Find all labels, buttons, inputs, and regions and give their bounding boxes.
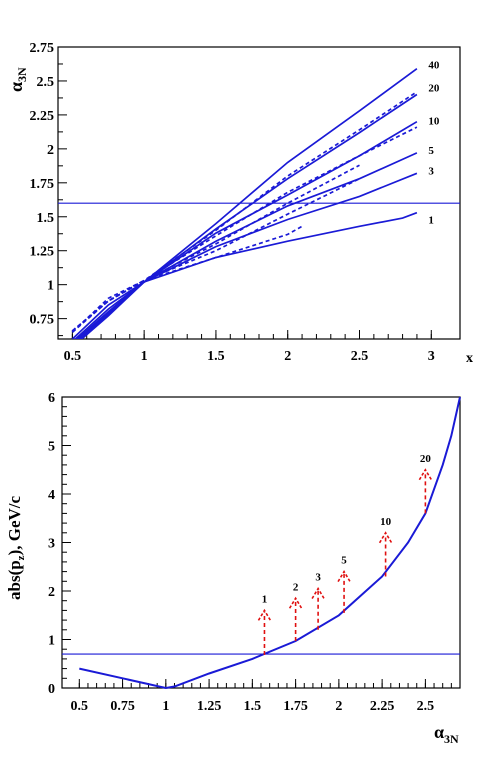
top-y-tick-label: 2 [47,143,54,158]
top-x-tick-label: 0.5 [64,349,82,364]
top-y-tick-label: 1.5 [37,211,55,226]
top-x-tick-label: 2 [284,349,291,364]
top-curve-label: 1 [428,214,434,226]
top-series-20-dashed [71,91,418,332]
bottom-curve [79,396,461,690]
top-x-tick-label: 3 [428,349,435,364]
top-curve-label: 3 [428,166,434,178]
top-series-group [71,68,418,339]
bottom-x-tick-label: 1 [162,699,169,714]
top-curve-label: 5 [428,145,434,157]
top-x-tick-label: 2.5 [351,349,369,364]
bottom-arrow-label: 3 [315,572,321,584]
top-x-tick-label: 1.5 [207,349,225,364]
bottom-x-tick-label: 2.25 [370,699,395,714]
bottom-arrow-label: 5 [341,555,347,567]
top-curve-label: 40 [428,60,440,72]
top-y-tick-label: 0.75 [30,313,55,328]
bottom-y-tick-label: 0 [48,682,55,697]
top-series-40-solid [80,68,418,339]
top-series-1-solid [71,211,418,339]
top-series-10-solid [77,120,418,339]
top-x-axis-title: x [466,351,473,366]
bottom-curve-group [79,396,461,690]
top-y-ticks: 0.75 1 1.25 1.5 1.75 2 2.25 2.5 2.75 [30,41,67,337]
top-y-tick-label: 1 [47,279,54,294]
bottom-arrow-label: 20 [420,453,432,465]
top-series-5-solid [75,152,418,339]
bottom-arrow-head-5 [337,570,351,583]
bottom-arrows-group: 1 2 3 5 10 20 [257,453,433,656]
top-y-tick-label: 1.75 [30,177,55,192]
bottom-x-tick-label: 2.5 [417,699,435,714]
top-curve-labels: 40 20 10 5 3 1 [428,60,440,227]
bottom-arrow-head-1 [257,608,272,621]
bottom-x-tick-label: 0.75 [110,699,135,714]
bottom-x-tick-label: 2 [335,699,342,714]
top-y-tick-label: 1.25 [30,245,55,260]
top-curve-label: 10 [428,115,440,127]
bottom-x-ticks: 0.5 0.75 1 1.25 1.5 1.75 2 2.25 2.5 [71,679,452,714]
bottom-y-axis-title: abs(pz), GeV/c [5,495,27,600]
bottom-panel: 0 1 2 3 4 5 6 0.5 0.75 1 1.25 1.5 1.75 2 2.25 2.5 1 2 3 5… [5,391,461,746]
top-curve-label: 20 [428,83,440,95]
top-series-1-dashed [71,225,303,333]
top-series-3-dashed [71,177,360,333]
top-x-tick-label: 1 [141,349,148,364]
bottom-y-tick-label: 2 [48,585,55,600]
bottom-y-tick-label: 3 [48,537,55,552]
bottom-x-tick-label: 1.75 [283,699,308,714]
bottom-arrow-head-20 [418,468,433,481]
top-y-tick-label: 2.25 [30,109,55,124]
bottom-y-tick-label: 1 [48,634,55,649]
top-y-tick-label: 2.75 [30,41,55,56]
bottom-x-axis-title: α3N [434,722,459,746]
bottom-x-tick-label: 1.5 [244,699,262,714]
bottom-y-tick-label: 5 [48,440,55,455]
bottom-y-ticks: 0 1 2 3 4 5 6 [48,391,71,697]
top-y-tick-label: 2.5 [37,75,55,90]
bottom-x-tick-label: 1.25 [197,699,222,714]
bottom-arrow-head-10 [378,531,393,544]
top-y-axis-title: α3N [6,67,29,92]
bottom-y-tick-label: 4 [48,488,55,503]
bottom-x-tick-label: 0.5 [71,699,89,714]
bottom-y-tick-label: 6 [48,391,55,406]
top-series-10-dashed [71,126,418,332]
bottom-arrow-label: 10 [380,516,392,528]
bottom-arrow-label: 2 [293,581,299,593]
bottom-plot-frame [61,396,461,689]
top-series-3-solid [74,172,418,339]
bottom-arrow-head-2 [288,596,303,609]
bottom-arrow-label: 1 [262,593,268,605]
top-series-20-solid [78,93,418,339]
top-panel: 0.75 1 1.25 1.5 1.75 2 2.25 2.5 2.75 0.5 1 1.5 2 2.5… [6,41,473,366]
top-x-ticks: 0.5 1 1.5 2 2.5 3 [64,330,435,364]
bottom-arrow-head-3 [311,587,325,599]
